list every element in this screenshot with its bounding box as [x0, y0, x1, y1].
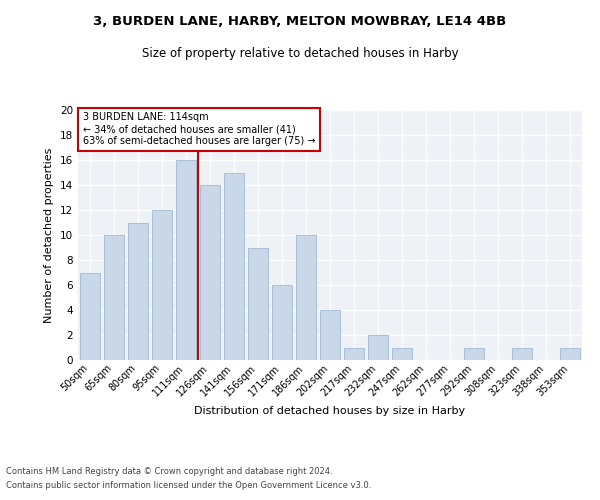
Bar: [248, 248, 268, 360]
Bar: [296, 235, 316, 360]
Bar: [464, 348, 484, 360]
Y-axis label: Number of detached properties: Number of detached properties: [44, 148, 55, 322]
Bar: [392, 348, 412, 360]
Bar: [560, 348, 580, 360]
Bar: [272, 285, 292, 360]
Bar: [128, 222, 148, 360]
Bar: [344, 348, 364, 360]
Bar: [104, 235, 124, 360]
Bar: [224, 172, 244, 360]
Bar: [368, 335, 388, 360]
Bar: [80, 272, 100, 360]
Bar: [320, 310, 340, 360]
X-axis label: Distribution of detached houses by size in Harby: Distribution of detached houses by size …: [194, 406, 466, 416]
Bar: [176, 160, 196, 360]
Text: Contains public sector information licensed under the Open Government Licence v3: Contains public sector information licen…: [6, 481, 371, 490]
Bar: [152, 210, 172, 360]
Text: Size of property relative to detached houses in Harby: Size of property relative to detached ho…: [142, 48, 458, 60]
Bar: [200, 185, 220, 360]
Text: 3, BURDEN LANE, HARBY, MELTON MOWBRAY, LE14 4BB: 3, BURDEN LANE, HARBY, MELTON MOWBRAY, L…: [94, 15, 506, 28]
Text: 3 BURDEN LANE: 114sqm
← 34% of detached houses are smaller (41)
63% of semi-deta: 3 BURDEN LANE: 114sqm ← 34% of detached …: [83, 112, 316, 146]
Text: Contains HM Land Registry data © Crown copyright and database right 2024.: Contains HM Land Registry data © Crown c…: [6, 468, 332, 476]
Bar: [512, 348, 532, 360]
